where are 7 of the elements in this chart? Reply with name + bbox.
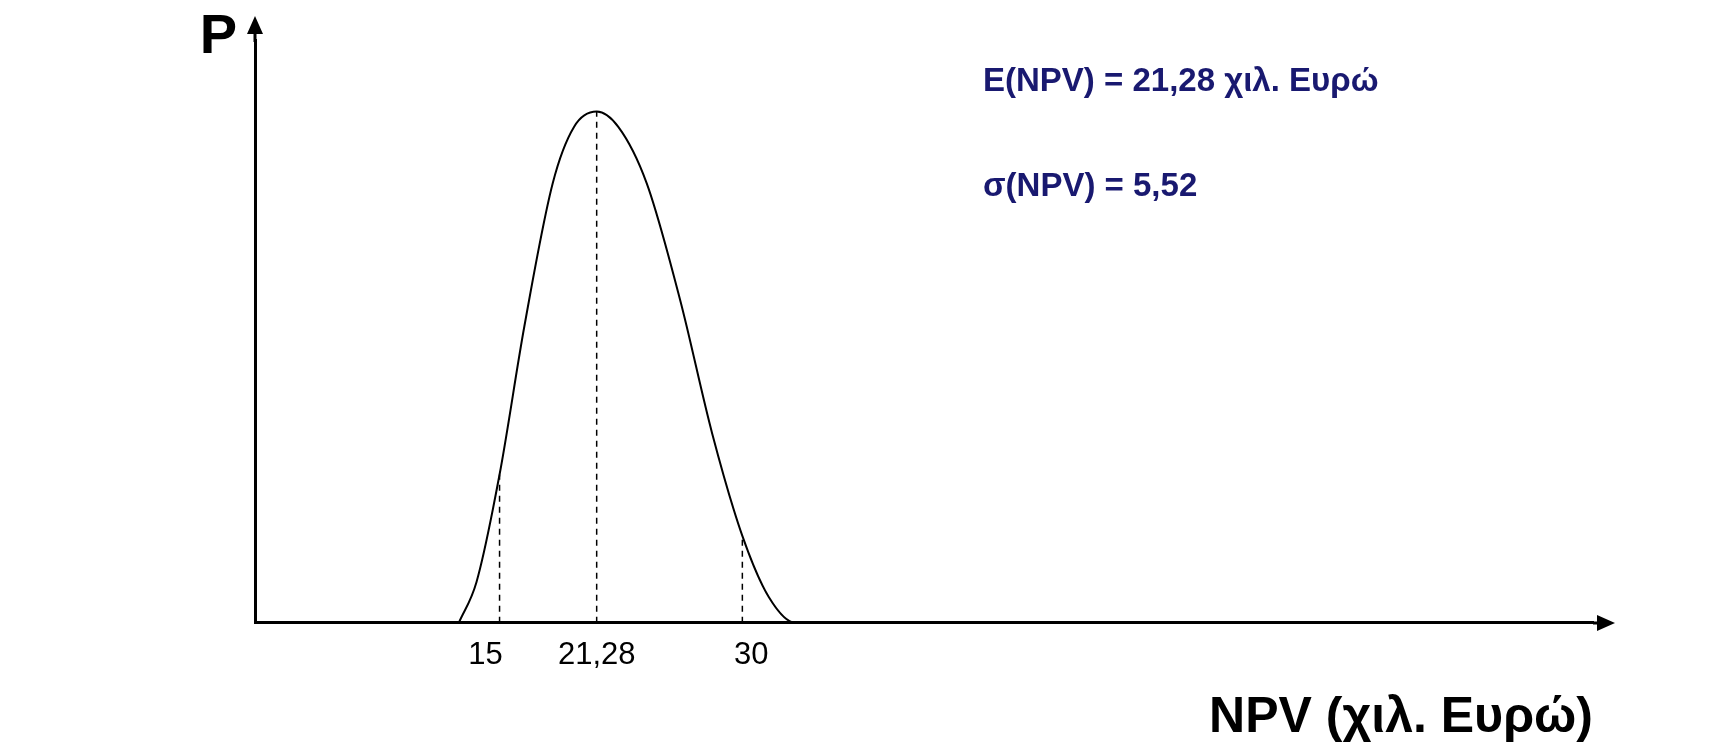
- text: E(NPV) = 21,28 χιλ. Ευρώ: [983, 61, 1379, 99]
- y-axis-title: P: [199, 2, 237, 66]
- x-tick-label: 21,28: [557, 635, 636, 671]
- x-tick-label: 30: [733, 635, 769, 671]
- x-tick-label: 15: [468, 635, 503, 671]
- annotation: σ(NPV) = 5,52: [983, 166, 1198, 204]
- x-axis-title: NPV (χιλ. Ευρώ): [1209, 686, 1593, 743]
